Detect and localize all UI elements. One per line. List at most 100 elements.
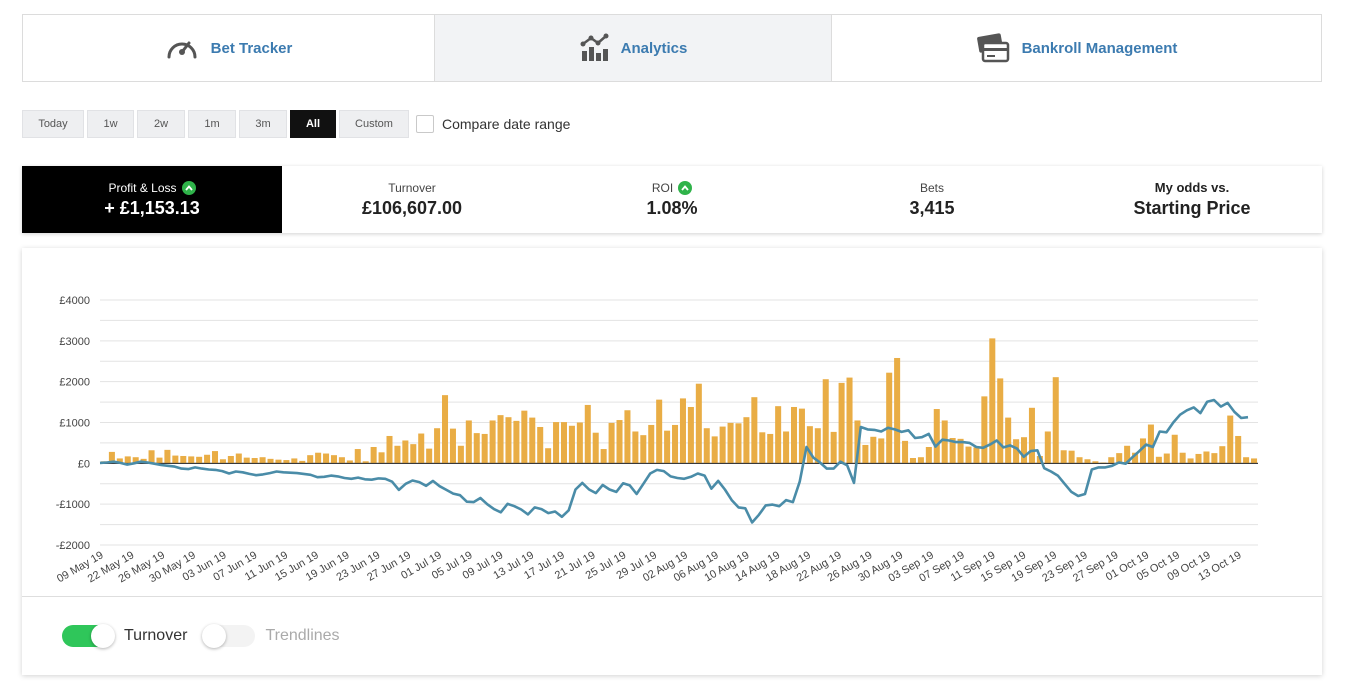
turnover-bar <box>418 433 425 464</box>
turnover-bar <box>878 438 885 464</box>
turnover-toggle-label: Turnover <box>124 627 188 644</box>
range-3m-button[interactable]: 3m <box>239 110 287 138</box>
toggle-knob <box>202 624 227 648</box>
turnover-bar <box>529 417 536 464</box>
turnover-bar <box>917 457 924 464</box>
y-tick-label: £3000 <box>59 336 90 348</box>
stat-odds-vs-sp[interactable]: My odds vs. Starting Price <box>1062 166 1322 233</box>
turnover-bar <box>664 430 671 464</box>
turnover-bar <box>965 446 972 464</box>
compare-checkbox[interactable] <box>416 115 434 133</box>
trend-up-icon <box>678 180 693 195</box>
turnover-value: £106,607.00 <box>361 197 463 218</box>
chart-card: £4000 £3000 £2000 £1000 £0 -£1000 -£2000 09 May… <box>22 248 1322 675</box>
turnover-bar <box>251 458 258 464</box>
turnover-bar <box>410 444 417 464</box>
turnover-bar <box>1005 417 1012 464</box>
turnover-bar <box>735 423 742 464</box>
turnover-bar <box>838 382 845 464</box>
turnover-bar <box>775 406 782 464</box>
profit-loss-label: Profit & Loss <box>108 180 177 195</box>
turnover-bar <box>180 455 187 464</box>
turnover-bar <box>1171 434 1178 464</box>
turnover-bar <box>307 455 314 464</box>
turnover-bar <box>1076 457 1083 464</box>
range-custom-button[interactable]: Custom <box>339 110 409 138</box>
range-all-button[interactable]: All <box>290 110 336 138</box>
turnover-bar <box>894 357 901 464</box>
turnover-bar <box>1195 453 1202 464</box>
turnover-bar <box>584 404 591 464</box>
date-range-bar: Today 1w 2w 1m 3m All Custom Compare dat… <box>22 110 570 138</box>
stat-bets[interactable]: Bets 3,415 <box>802 166 1062 233</box>
turnover-bar <box>449 428 456 464</box>
turnover-bar <box>957 438 964 464</box>
turnover-bar <box>672 424 679 464</box>
turnover-bar <box>1179 452 1186 464</box>
tab-analytics[interactable]: Analytics <box>435 15 832 81</box>
turnover-bar <box>426 448 433 464</box>
compare-date-range: Compare date range <box>416 115 570 133</box>
turnover-bar <box>291 458 298 464</box>
turnover-label: Turnover <box>388 180 436 195</box>
odds-label: My odds vs. <box>1154 180 1230 195</box>
compare-label: Compare date range <box>442 116 571 132</box>
turnover-bar <box>767 433 774 464</box>
speedometer-icon <box>165 33 199 63</box>
turnover-bar <box>1132 452 1139 464</box>
turnover-bar <box>1251 458 1258 464</box>
tab-bet-tracker[interactable]: Bet Tracker <box>23 15 435 81</box>
turnover-bar <box>949 438 956 464</box>
turnover-bar <box>568 425 575 464</box>
turnover-bar <box>481 433 488 464</box>
range-1w-button[interactable]: 1w <box>87 110 134 138</box>
turnover-bar <box>600 449 607 464</box>
stat-roi[interactable]: ROI 1.08% <box>542 166 802 233</box>
tab-bankroll-label: Bankroll Management <box>1021 39 1178 57</box>
profit-loss-value: + £1,153.13 <box>104 197 200 218</box>
turnover-bar <box>1227 415 1234 464</box>
turnover-bar <box>870 436 877 464</box>
turnover-bar <box>679 398 686 464</box>
turnover-bar <box>204 454 211 464</box>
y-tick-label: £0 <box>78 458 90 470</box>
turnover-toggle[interactable] <box>62 624 115 648</box>
turnover-bar <box>323 453 330 464</box>
turnover-bar <box>727 422 734 464</box>
turnover-bar <box>973 447 980 464</box>
range-1m-button[interactable]: 1m <box>188 110 236 138</box>
turnover-bar <box>124 456 131 464</box>
turnover-bar <box>402 440 409 464</box>
turnover-bar <box>164 449 171 464</box>
turnover-bar <box>759 432 766 464</box>
tab-bet-tracker-label: Bet Tracker <box>210 39 293 57</box>
turnover-bar <box>1243 457 1250 464</box>
turnover-bar <box>719 426 726 464</box>
turnover-bar <box>1021 437 1028 464</box>
stat-profit-loss[interactable]: Profit & Loss + £1,153.13 <box>22 166 282 233</box>
turnover-bar <box>743 417 750 464</box>
turnover-bar <box>1060 450 1067 464</box>
turnover-bar <box>902 440 909 464</box>
turnover-bar <box>1124 445 1131 464</box>
turnover-bar <box>822 379 829 464</box>
trendlines-toggle[interactable] <box>202 624 256 648</box>
turnover-bar <box>687 406 694 464</box>
stat-turnover[interactable]: Turnover £106,607.00 <box>282 166 542 233</box>
turnover-bar <box>235 453 242 464</box>
bets-label: Bets <box>919 180 944 195</box>
cards-icon <box>976 32 1010 64</box>
turnover-bar <box>370 447 377 464</box>
range-2w-button[interactable]: 2w <box>137 110 185 138</box>
turnover-bar <box>1068 450 1075 464</box>
range-today-button[interactable]: Today <box>22 110 84 138</box>
chart-toggles: Turnover Trendlines <box>62 624 340 648</box>
turnover-bar <box>997 378 1004 464</box>
turnover-bar <box>1147 424 1154 464</box>
tab-bankroll-management[interactable]: Bankroll Management <box>832 15 1321 81</box>
turnover-bar <box>513 420 520 464</box>
turnover-bar <box>346 460 353 464</box>
turnover-bar <box>624 410 631 464</box>
turnover-bar <box>632 431 639 464</box>
